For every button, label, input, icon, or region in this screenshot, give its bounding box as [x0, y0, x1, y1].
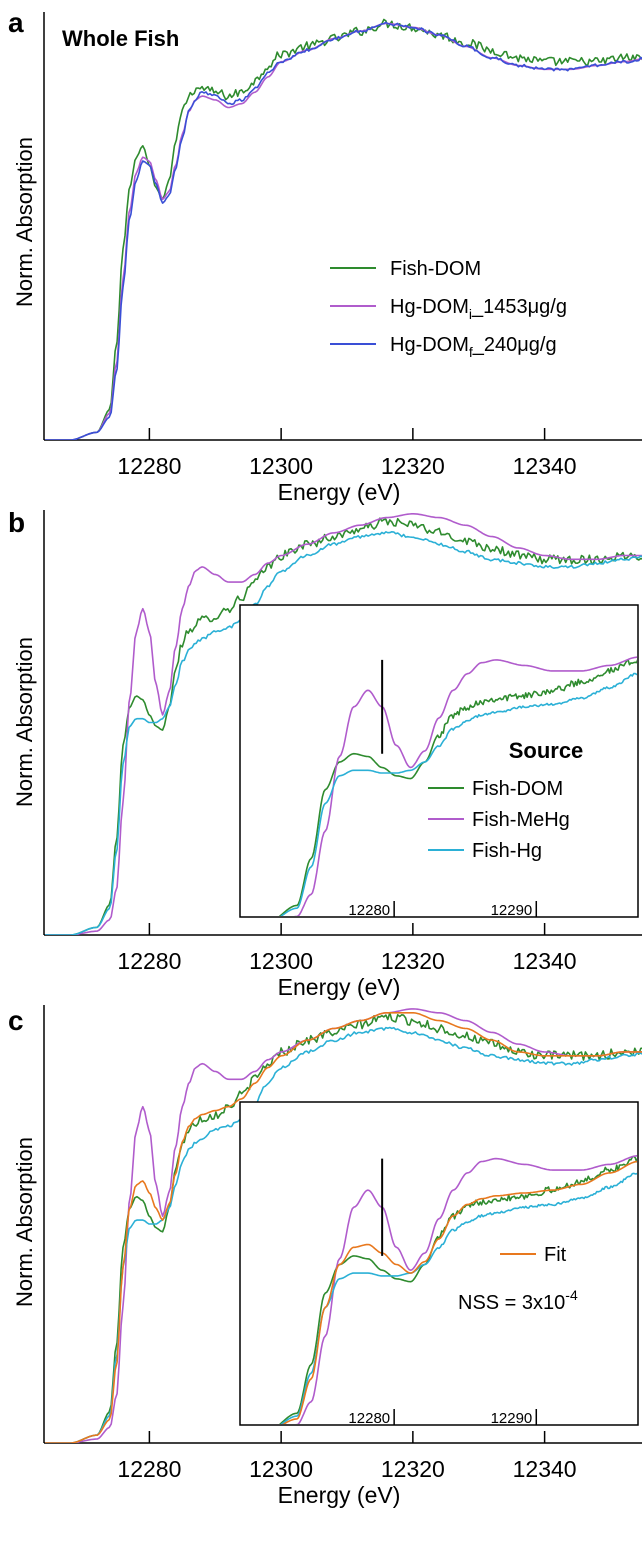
legend-entry: Hg-DOMf_240μg/g	[390, 334, 557, 360]
panel-label: a	[8, 7, 24, 38]
panel-a: 12280 12300 12320 12340 a Energy (eV) Norm. Ab…	[8, 7, 642, 505]
y-axis-label: Norm. Absorption	[12, 137, 37, 307]
x-tick-label: 12320	[381, 453, 445, 479]
nss-base: NSS = 3x10	[458, 1292, 565, 1314]
x-tick-label: 12300	[249, 948, 313, 974]
inset-legend-label: Fit	[544, 1244, 567, 1266]
inset-tick-label: 12280	[348, 1410, 390, 1427]
series-line-hg-domi-1453-g-g	[44, 24, 642, 441]
inset-b: 12280 12290 Source Fish-DOM Fish-MeHg Fish-Hg	[240, 605, 638, 926]
panel-c: 12280 12300 12320 12340 c Energy (eV) Norm. Ab…	[8, 1005, 642, 1508]
x-tick-label: 12300	[249, 453, 313, 479]
inset-legend-label: Fish-DOM	[472, 778, 563, 800]
legend-entry: Hg-DOMi_1453μg/g	[390, 296, 567, 322]
nss-annotation: NSS = 3x10-4	[458, 1287, 578, 1314]
series-group	[44, 20, 642, 441]
inset-legend-title: Source	[509, 738, 584, 763]
y-axis-label: Norm. Absorption	[12, 1137, 37, 1307]
x-tick-label: 12340	[513, 948, 577, 974]
inset-legend-label: Fish-Hg	[472, 840, 542, 862]
x-tick-label: 12320	[381, 1456, 445, 1482]
inset-tick-label: 12280	[348, 902, 390, 919]
legend-label: Hg-DOM	[390, 296, 469, 318]
series-line-hg-domf-240-g-g	[44, 22, 642, 440]
y-axis-label: Norm. Absorption	[12, 637, 37, 807]
x-tick-label: 12280	[117, 948, 181, 974]
legend-label: Fish-DOM	[390, 258, 481, 280]
panel-b: 12280 12300 12320 12340 b Energy (eV) Norm. Ab…	[8, 507, 642, 1000]
panel-annotation: Whole Fish	[62, 26, 179, 51]
legend-label: Hg-DOM	[390, 334, 469, 356]
x-tick-label: 12320	[381, 948, 445, 974]
legend-entry: Fish-DOM	[390, 258, 481, 280]
x-axis-label: Energy (eV)	[278, 974, 401, 1000]
x-axis-label: Energy (eV)	[278, 1482, 401, 1508]
nss-exponent: -4	[565, 1287, 578, 1303]
inset-legend-label: Fish-MeHg	[472, 809, 570, 831]
legend-suffix: _240μg/g	[472, 334, 557, 356]
panel-label: b	[8, 507, 25, 538]
x-tick-label: 12300	[249, 1456, 313, 1482]
inset-tick-label: 12290	[491, 1410, 533, 1427]
x-tick-label: 12280	[117, 1456, 181, 1482]
panel-label: c	[8, 1005, 24, 1036]
x-tick-label: 12280	[117, 453, 181, 479]
legend-suffix: _1453μg/g	[471, 296, 567, 318]
series-line-fish-dom	[44, 20, 642, 441]
inset-tick-label: 12290	[491, 902, 533, 919]
inset-frame	[240, 1102, 638, 1425]
x-tick-label: 12340	[513, 453, 577, 479]
x-axis-label: Energy (eV)	[278, 479, 401, 505]
inset-c: 12280 12290 Fit NSS = 3x10-4	[240, 1102, 638, 1435]
x-tick-label: 12340	[513, 1456, 577, 1482]
